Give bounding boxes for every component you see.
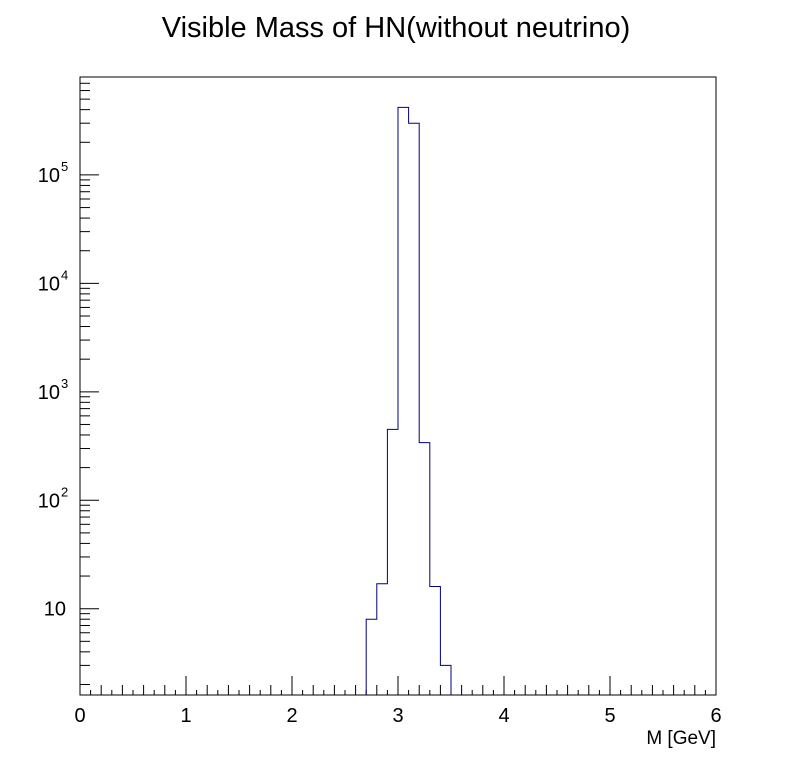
histogram-bin bbox=[387, 429, 398, 695]
svg-text:10: 10 bbox=[38, 490, 60, 512]
y-tick-label: 10 3 bbox=[38, 376, 68, 404]
x-axis-ticks bbox=[79, 676, 717, 695]
x-axis-title: M [GeV] bbox=[646, 728, 716, 749]
x-axis-tick-labels: 0 1 2 3 4 5 6 bbox=[74, 705, 721, 727]
svg-text:3: 3 bbox=[61, 376, 68, 391]
svg-text:10: 10 bbox=[38, 273, 60, 295]
x-tick-label: 5 bbox=[604, 705, 615, 727]
x-tick-label: 4 bbox=[498, 705, 509, 727]
svg-text:4: 4 bbox=[61, 267, 68, 282]
x-tick-label: 6 bbox=[710, 705, 721, 727]
y-axis-ticks bbox=[80, 76, 99, 685]
y-tick-label: 10 4 bbox=[38, 267, 68, 295]
svg-text:2: 2 bbox=[61, 484, 68, 499]
histogram-bin bbox=[430, 587, 441, 695]
histogram-bin bbox=[366, 619, 377, 695]
svg-text:10: 10 bbox=[38, 382, 60, 404]
x-tick-label: 0 bbox=[74, 705, 85, 727]
y-tick-label: 10 5 bbox=[38, 159, 68, 187]
histogram-bin bbox=[419, 443, 430, 695]
histogram-outline bbox=[365, 106, 452, 695]
x-tick-label: 2 bbox=[286, 705, 297, 727]
histogram-bin bbox=[409, 123, 420, 695]
histogram-bin bbox=[398, 107, 409, 695]
y-tick-label: 10 bbox=[44, 599, 66, 621]
histogram-bin bbox=[440, 665, 451, 695]
y-tick-label: 10 2 bbox=[38, 484, 68, 512]
svg-text:5: 5 bbox=[61, 159, 68, 174]
histogram-bin bbox=[377, 584, 388, 695]
x-tick-label: 1 bbox=[180, 705, 191, 727]
svg-text:10: 10 bbox=[44, 599, 66, 621]
histogram-bins bbox=[366, 107, 451, 695]
chart-title: Visible Mass of HN(without neutrino) bbox=[162, 12, 631, 44]
svg-text:10: 10 bbox=[38, 165, 60, 187]
x-tick-label: 3 bbox=[392, 705, 403, 727]
